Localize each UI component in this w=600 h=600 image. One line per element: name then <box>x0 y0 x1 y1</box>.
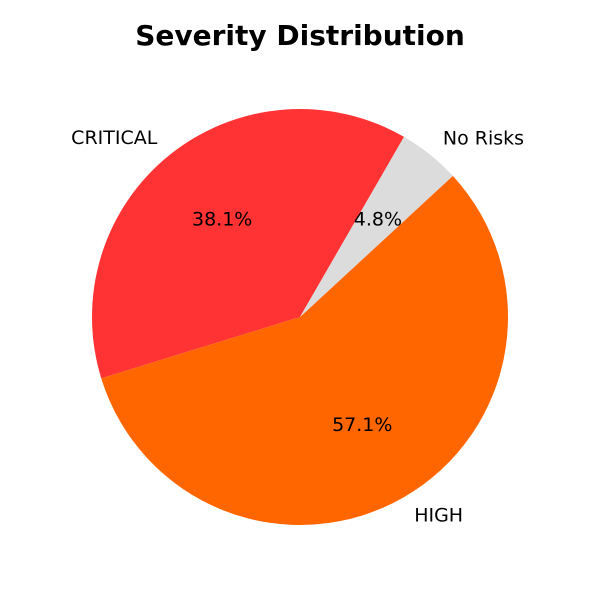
pie-slice-high <box>101 175 508 525</box>
slice-label-no-risks: No Risks <box>443 127 524 149</box>
chart-title: Severity Distribution <box>135 19 465 52</box>
percent-label-no-risks: 4.8% <box>354 209 402 231</box>
pie-labels: CRITICAL 38.1% HIGH 57.1% No Risks 4.8% <box>71 127 524 526</box>
percent-label-high: 57.1% <box>332 414 392 436</box>
pie-slice-critical <box>91 108 405 379</box>
pie-slices <box>91 108 508 525</box>
slice-label-high: HIGH <box>414 504 463 526</box>
percent-label-critical: 38.1% <box>192 208 252 230</box>
pie-slice-no-risks <box>300 136 453 317</box>
slice-label-critical: CRITICAL <box>71 127 158 149</box>
